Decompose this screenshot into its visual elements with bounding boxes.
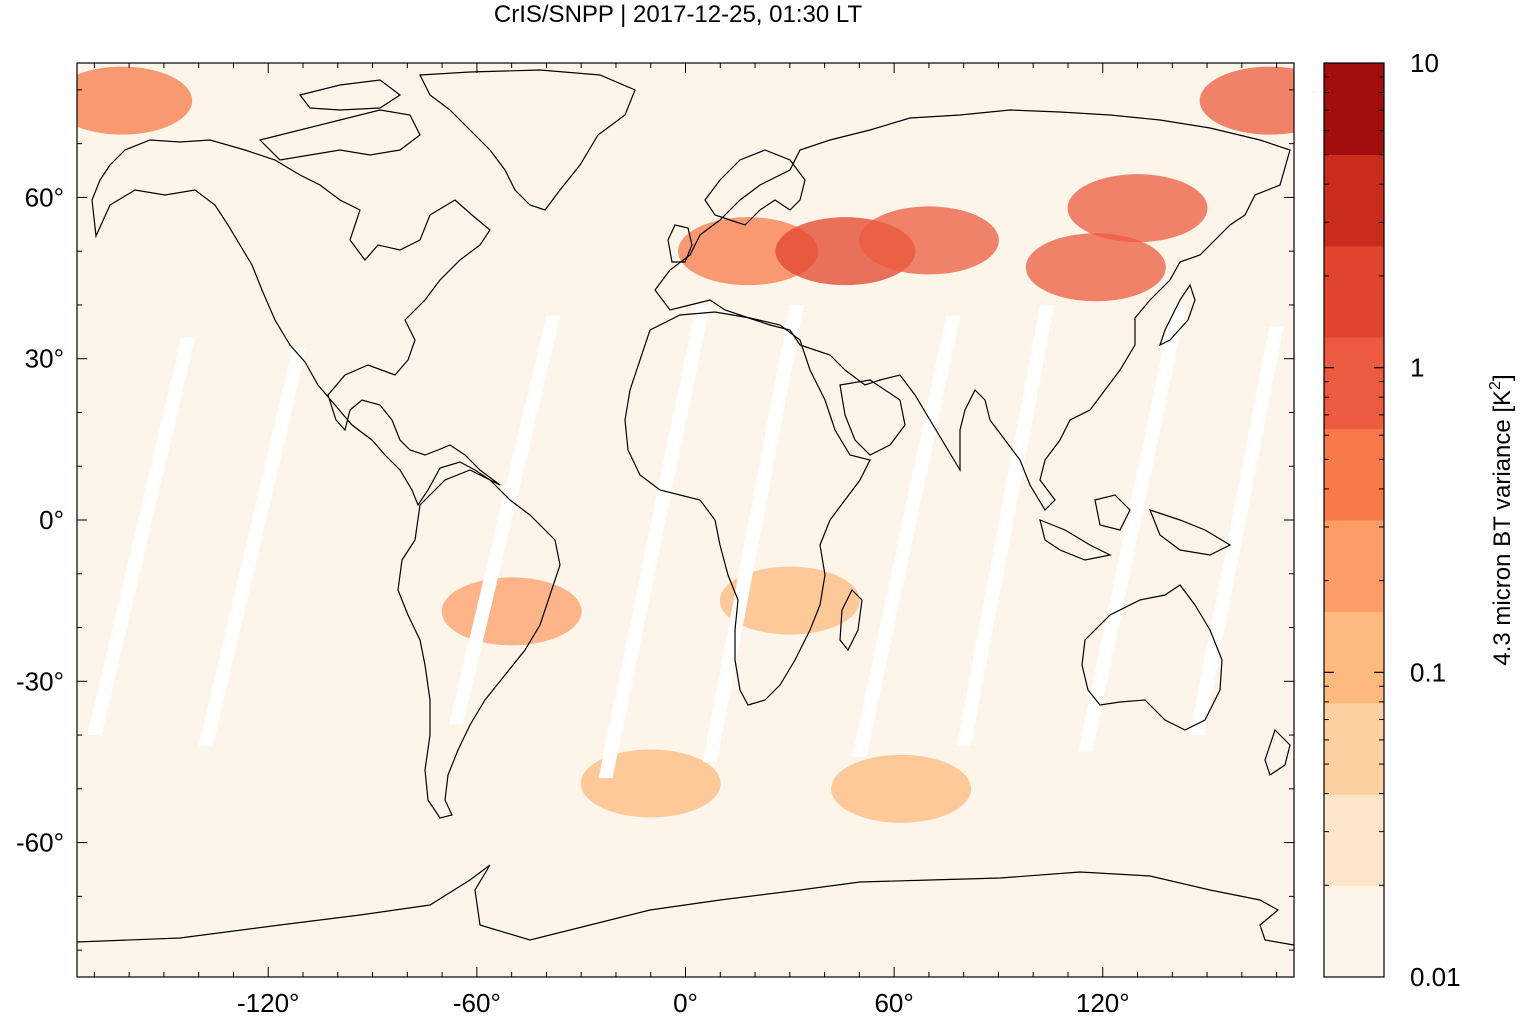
variance-hotspot: [1067, 174, 1208, 243]
coastline-arctic-islands: [258, 79, 421, 161]
colorbar-label-sup: 2: [1487, 381, 1504, 390]
map-panel: -120° -60° 0° 60° 120° 60° 30° 0° -30° -60°: [16, 62, 1295, 1018]
y-tick-label: 60°: [25, 182, 64, 212]
colorbar-block: [1324, 245, 1384, 338]
colorbar-tick-labels: 10 1 0.1 0.01: [1410, 48, 1461, 992]
coastline-north-america: [91, 139, 501, 507]
coastline-new-zealand: [1264, 728, 1291, 776]
y-tick-label: -60°: [16, 828, 64, 858]
data-gap: [702, 304, 804, 762]
coastline-scandinavia: [704, 149, 806, 226]
data-gap: [1189, 326, 1284, 736]
coastline-japan: [1158, 283, 1196, 347]
colorbar-label-text: 4.3 micron BT variance [K: [1489, 390, 1516, 666]
y-tick-label: 0°: [39, 505, 64, 535]
coastline-greenland: [419, 69, 636, 211]
map-tickmarks: [77, 63, 1294, 977]
x-tick-label: 60°: [874, 988, 913, 1018]
colorbar-block: [1324, 428, 1384, 521]
colorbar-block: [1324, 885, 1384, 978]
colorbar-frame: [1323, 62, 1385, 978]
variance-hotspot: [77, 66, 193, 135]
colorbar-tick-label: 10: [1410, 48, 1439, 78]
colorbar-block: [1324, 520, 1384, 612]
x-tick-label: -120°: [237, 988, 299, 1018]
colorbar-block: [1324, 63, 1384, 155]
colorbar-block: [1324, 702, 1384, 795]
data-gap: [449, 315, 561, 725]
x-tick-label: -60°: [453, 988, 501, 1018]
colorbar-block: [1324, 154, 1384, 247]
figure-title: CrIS/SNPP | 2017-12-25, 01:30 LT: [494, 1, 863, 28]
variance-hotspot: [580, 749, 721, 818]
coastline-indonesia: [1039, 494, 1232, 561]
coastline-madagascar: [839, 588, 863, 652]
colorbar-tick-label: 0.1: [1410, 657, 1446, 687]
coastline-australia: [1081, 584, 1223, 731]
x-tick-labels: -120° -60° 0° 60° 120°: [237, 988, 1130, 1018]
colorbar-block: [1324, 611, 1384, 704]
colorbar-tick-label: 1: [1410, 353, 1424, 383]
data-gap: [198, 347, 307, 746]
data-gap: [87, 337, 196, 736]
colorbar-label-end: ]: [1489, 374, 1516, 381]
variance-hotspot: [678, 217, 819, 286]
coastline-arabia: [839, 379, 906, 456]
colorbar-ticks: [1324, 62, 1384, 978]
colorbar-blocks: [1324, 63, 1384, 978]
coastline-antarctica: [77, 864, 1294, 946]
colorbar-block: [1324, 337, 1384, 430]
y-tick-labels: 60° 30° 0° -30° -60°: [16, 182, 64, 857]
variance-hotspot: [1199, 66, 1294, 135]
variance-hotspot: [1025, 233, 1166, 302]
data-gap: [598, 304, 710, 779]
coastline-south-america: [397, 469, 561, 819]
variance-hotspot: [858, 206, 999, 275]
x-tick-label: 120°: [1076, 988, 1130, 1018]
colorbar: 10 1 0.1 0.01 4.3 micron BT variance [K2]: [1323, 48, 1516, 992]
y-tick-label: 30°: [25, 344, 64, 374]
colorbar-tick-label: 0.01: [1410, 962, 1461, 992]
coastline-eurasia: [654, 109, 1291, 511]
coastline-uk: [667, 224, 693, 263]
data-gap: [956, 304, 1055, 746]
coastlines: [77, 69, 1294, 946]
variance-hotspot: [831, 754, 972, 823]
y-tick-label: -30°: [16, 666, 64, 696]
colorbar-label: 4.3 micron BT variance [K2]: [1487, 374, 1516, 665]
x-tick-label: 0°: [673, 988, 698, 1018]
colorbar-block: [1324, 794, 1384, 887]
variance-field: [77, 66, 1294, 823]
variance-hotspot: [441, 577, 582, 646]
coastline-africa: [624, 311, 871, 706]
data-gap: [1078, 304, 1187, 752]
variance-hotspot: [719, 566, 860, 635]
data-gaps: [87, 304, 1284, 779]
